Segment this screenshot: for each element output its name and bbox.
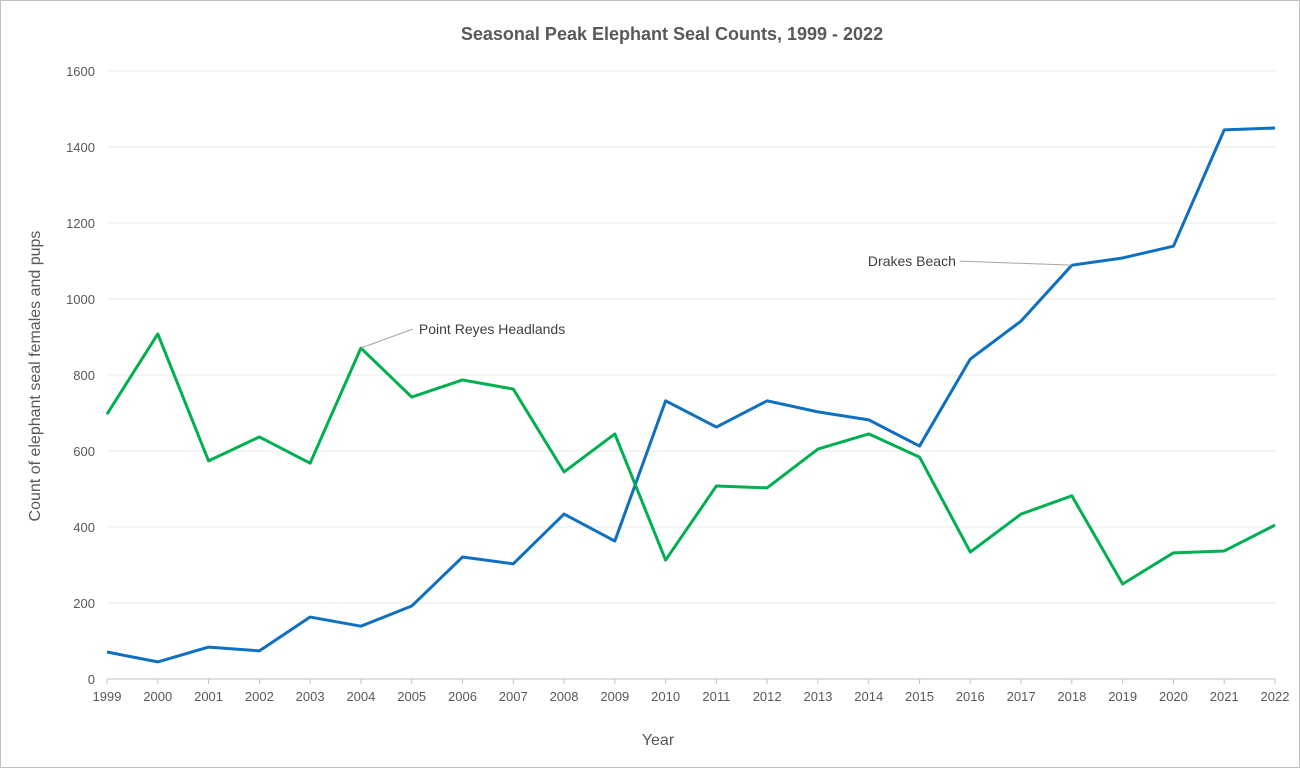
x-axis-label: Year bbox=[642, 732, 675, 749]
x-tick-label: 1999 bbox=[93, 689, 122, 704]
chart-title: Seasonal Peak Elephant Seal Counts, 1999… bbox=[461, 24, 883, 44]
x-tick-label: 2004 bbox=[346, 689, 375, 704]
x-tick-label: 2014 bbox=[854, 689, 883, 704]
y-axis-label: Count of elephant seal females and pups bbox=[27, 231, 44, 522]
x-tick-label: 2012 bbox=[753, 689, 782, 704]
x-tick-label: 2010 bbox=[651, 689, 680, 704]
x-tick-label: 2018 bbox=[1057, 689, 1086, 704]
label-leader-line bbox=[959, 260, 1072, 266]
x-tick-label: 2000 bbox=[143, 689, 172, 704]
series-labels: Drakes Beach Point Reyes Headlands bbox=[360, 253, 1072, 349]
y-tick-label: 1400 bbox=[66, 140, 95, 155]
x-tick-label: 2015 bbox=[905, 689, 934, 704]
y-tick-label: 1200 bbox=[66, 216, 95, 231]
gridlines bbox=[107, 70, 1275, 604]
x-tick-label: 2016 bbox=[956, 689, 985, 704]
axes: 0 200 400 600 800 1000 1200 1400 1600 1999 2000 200… bbox=[66, 64, 1289, 704]
y-tick-label: 800 bbox=[73, 368, 95, 383]
x-tick-label: 2020 bbox=[1159, 689, 1188, 704]
x-tick-label: 2019 bbox=[1108, 689, 1137, 704]
y-tick-label: 600 bbox=[73, 444, 95, 459]
y-tick-label: 1600 bbox=[66, 64, 95, 79]
x-tick-label: 2017 bbox=[1007, 689, 1036, 704]
x-tick-label: 2022 bbox=[1261, 689, 1290, 704]
series-label: Drakes Beach bbox=[868, 253, 956, 269]
series-label: Point Reyes Headlands bbox=[419, 321, 565, 337]
x-tick-label: 2013 bbox=[803, 689, 832, 704]
series-line-point-reyes-headlands bbox=[105, 332, 1276, 586]
series-lines bbox=[105, 126, 1276, 664]
y-tick-label: 0 bbox=[88, 672, 95, 687]
label-leader-line bbox=[360, 328, 414, 349]
x-tick-label: 2011 bbox=[702, 689, 730, 704]
x-tick-label: 2007 bbox=[499, 689, 528, 704]
x-tick-label: 2001 bbox=[194, 689, 223, 704]
x-tick-label: 2008 bbox=[550, 689, 579, 704]
x-tick-label: 2003 bbox=[296, 689, 325, 704]
y-tick-label: 200 bbox=[73, 596, 95, 611]
x-tick-label: 2002 bbox=[245, 689, 274, 704]
y-tick-label: 1000 bbox=[66, 292, 95, 307]
series-line-drakes-beach bbox=[106, 126, 1276, 664]
x-tick-label: 2009 bbox=[600, 689, 629, 704]
x-tick-label: 2006 bbox=[448, 689, 477, 704]
x-tick-label: 2021 bbox=[1210, 689, 1239, 704]
y-tick-label: 400 bbox=[73, 520, 95, 535]
x-tick-label: 2005 bbox=[397, 689, 426, 704]
